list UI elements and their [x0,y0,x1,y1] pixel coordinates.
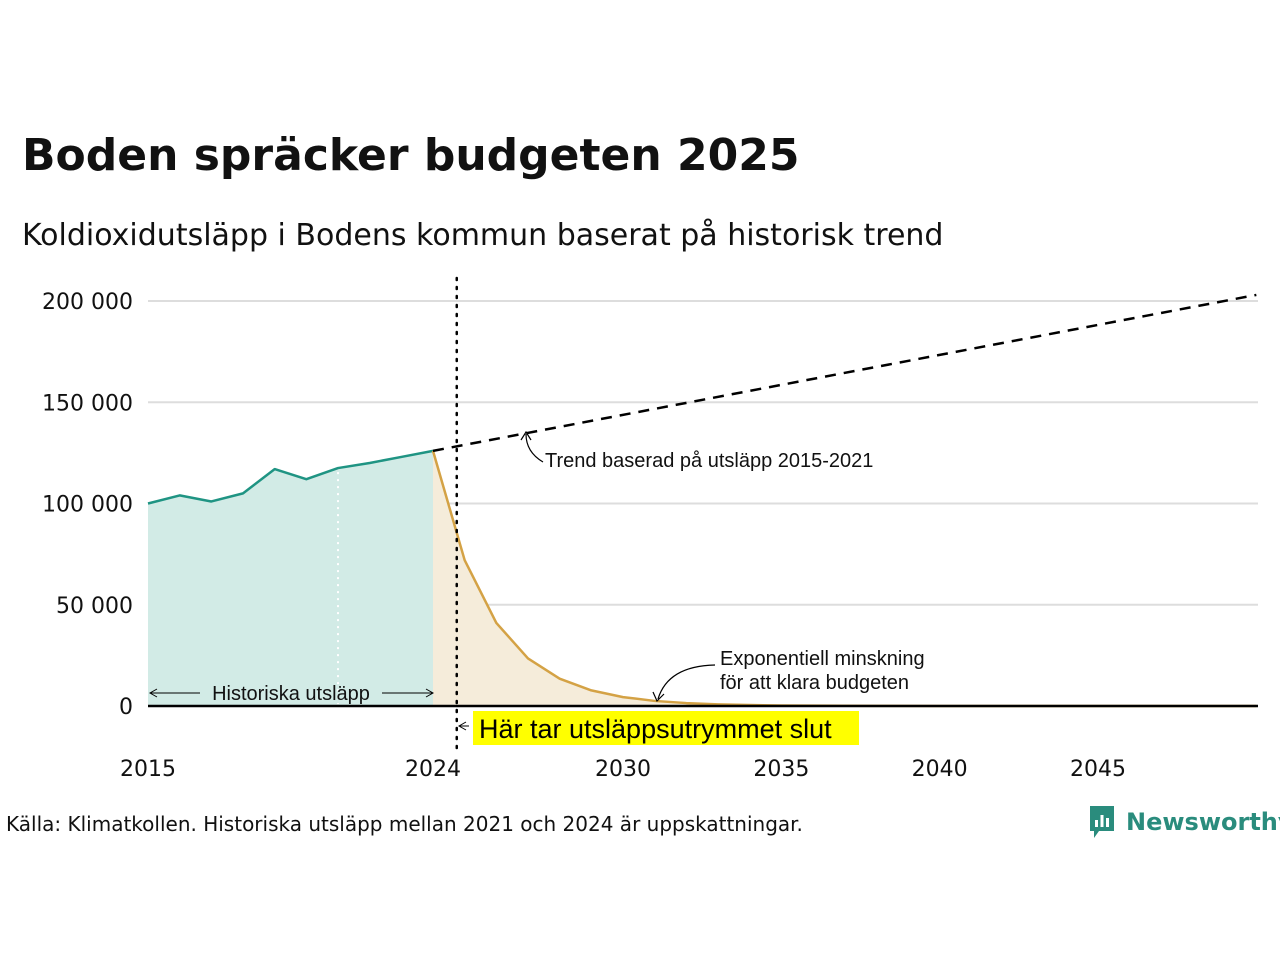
x-tick-label: 2035 [753,757,809,782]
chart-subtitle: Koldioxidutsläpp i Bodens kommun baserat… [22,218,944,253]
budget-end-label: Här tar utsläppsutrymmet slut [479,714,832,744]
decay-pointer-head [652,691,665,703]
chart-logo-icon [1090,806,1114,838]
trend-label: Trend baserad på utsläpp 2015-2021 [545,450,873,472]
x-tick-label: 2045 [1070,757,1126,782]
logo-text: Newsworthy [1126,808,1280,836]
trend-line [432,293,1257,453]
source-note: Källa: Klimatkollen. Historiska utsläpp … [6,812,803,836]
axes: 0 50 000 100 000 150 000 200 000 2015 2024 2030… [42,290,1258,782]
budget-end-highlight [473,711,859,745]
decay-label-line2: för att klara budgeten [720,672,909,694]
decay-label-line1: Exponentiell minskning [720,648,925,670]
x-tick-label: 2015 [120,757,176,782]
y-tick-label: 0 [119,695,133,720]
historical-label: Historiska utsläpp [212,683,370,705]
newsworthy-logo: Newsworthy [1088,804,1280,840]
y-tick-label: 100 000 [42,493,133,518]
y-tick-label: 200 000 [42,290,133,315]
decay-pointer [657,664,716,700]
trend-pointer-head [520,430,532,441]
chart-title: Boden spräcker budgeten 2025 [22,130,800,181]
historical-area [148,450,433,706]
x-tick-label: 2030 [595,757,651,782]
x-tick-label: 2040 [912,757,968,782]
annotations: Historiska utsläpp Trend baserad på utslä… [148,430,925,745]
historical-line [147,449,434,505]
arrowhead-right [425,688,435,698]
budget-area [433,450,1257,706]
x-tick-label: 2024 [405,757,461,782]
year-markers [337,276,458,750]
arrowhead-left [148,688,158,698]
y-tick-label: 50 000 [56,594,133,619]
trend-pointer [525,433,544,463]
y-tick-label: 150 000 [42,391,133,416]
areas [148,450,1257,706]
